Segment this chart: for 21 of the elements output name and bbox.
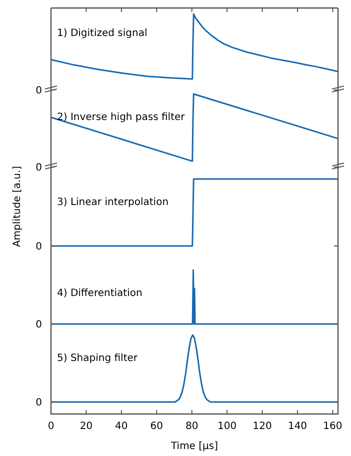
x-tick-label: 60 bbox=[150, 421, 164, 432]
x-tick-label: 40 bbox=[115, 421, 128, 432]
x-axis-title: Time [µs] bbox=[170, 441, 218, 452]
text: 0 bbox=[36, 398, 42, 408]
text: 1) Digitized signal bbox=[57, 28, 148, 39]
text: 3) Linear interpolation bbox=[57, 197, 169, 208]
x-tick-label: 100 bbox=[218, 421, 237, 432]
x-tick-label: 120 bbox=[252, 421, 272, 432]
x-tick-label: 20 bbox=[80, 421, 93, 432]
x-tick-label: 80 bbox=[185, 421, 198, 432]
text: 0 bbox=[36, 242, 42, 252]
text: 0 bbox=[36, 320, 42, 330]
text: 0 bbox=[36, 162, 42, 174]
x-tick-label: 160 bbox=[323, 421, 342, 432]
text: 5) Shaping filter bbox=[57, 353, 138, 364]
y-axis-title: Amplitude [a.u.] bbox=[12, 166, 23, 248]
x-tick-label: 140 bbox=[288, 421, 308, 432]
text: 0 bbox=[36, 86, 42, 96]
text: 4) Differentiation bbox=[57, 288, 142, 299]
text: 2) Inverse high pass filter bbox=[57, 112, 186, 123]
x-tick-label: 0 bbox=[48, 421, 54, 432]
